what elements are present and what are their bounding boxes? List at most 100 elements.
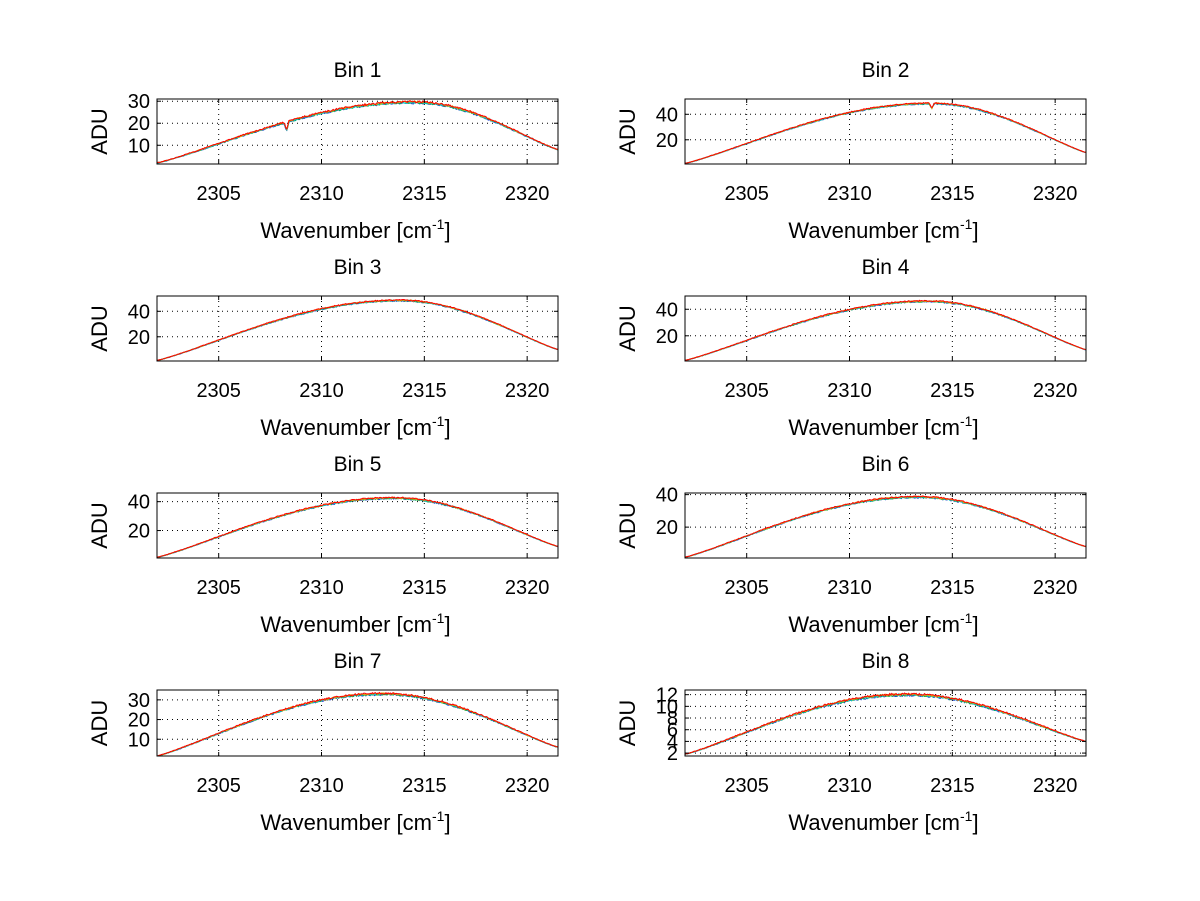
y-tick-label: 6 [667, 720, 678, 742]
x-tick-label: 2315 [402, 183, 447, 205]
x-axis-label-prefix: Wavenumber [cm [788, 415, 960, 440]
y-tick-label: 30 [128, 690, 150, 712]
y-tick-label: 8 [667, 708, 678, 730]
x-axis-label: Wavenumber [cm-1] [260, 216, 450, 243]
x-axis-label: Wavenumber [cm-1] [260, 610, 450, 637]
series-line [684, 495, 1087, 558]
x-tick-label: 2310 [827, 380, 872, 402]
x-axis-label-superscript: -1 [432, 413, 445, 429]
x-tick-label: 2305 [196, 380, 241, 402]
y-axis-label: ADU [87, 305, 112, 351]
x-tick-label: 2305 [724, 577, 769, 599]
x-tick-label: 2305 [724, 775, 769, 797]
x-tick-label: 2320 [505, 183, 550, 205]
series-line [156, 298, 559, 361]
y-tick-label: 10 [128, 135, 150, 157]
axes-box [156, 295, 559, 362]
x-axis-label-suffix: ] [444, 612, 450, 637]
y-axis-label: ADU [87, 700, 112, 746]
x-axis-label-prefix: Wavenumber [cm [260, 415, 432, 440]
x-tick-label: 2320 [505, 577, 550, 599]
x-tick-label: 2315 [930, 577, 975, 599]
x-tick-label: 2320 [1033, 775, 1078, 797]
x-axis-label-suffix: ] [972, 218, 978, 243]
y-axis-label: ADU [615, 700, 640, 746]
x-tick-label: 2305 [196, 183, 241, 205]
x-tick-label: 2315 [930, 775, 975, 797]
x-axis-label: Wavenumber [cm-1] [260, 413, 450, 440]
x-tick-label: 2320 [505, 380, 550, 402]
x-axis-label-suffix: ] [444, 218, 450, 243]
x-axis-label-suffix: ] [444, 415, 450, 440]
x-tick-label: 2315 [930, 380, 975, 402]
x-tick-label: 2310 [299, 183, 344, 205]
y-axis-label: ADU [615, 502, 640, 548]
axes-box [684, 492, 1087, 559]
x-tick-label: 2310 [299, 577, 344, 599]
y-tick-label: 40 [656, 299, 678, 321]
x-tick-label: 2305 [724, 380, 769, 402]
x-axis-label-prefix: Wavenumber [cm [260, 612, 432, 637]
x-axis-label-prefix: Wavenumber [cm [788, 810, 960, 835]
subplot-title: Bin 1 [334, 59, 382, 82]
y-tick-label: 20 [128, 521, 150, 543]
subplot-bin-2: 2305 2310 2315 2320 20 40 Bin 2 Wavenumber [cm-… [615, 59, 1087, 243]
x-axis-label-superscript: -1 [432, 216, 445, 232]
x-tick-label: 2315 [402, 775, 447, 797]
axes-box [156, 98, 559, 165]
axes-box [156, 492, 559, 559]
x-axis-label-suffix: ] [972, 810, 978, 835]
y-tick-label: 20 [128, 327, 150, 349]
series-line [684, 101, 1087, 164]
subplot-bin-5: 2305 2310 2315 2320 20 40 Bin 5 Wavenumber [cm-… [87, 453, 559, 637]
y-axis-label: ADU [615, 305, 640, 351]
x-axis-label-superscript: -1 [960, 808, 973, 824]
axes-box [156, 689, 559, 757]
x-axis-label-prefix: Wavenumber [cm [788, 218, 960, 243]
subplot-title: Bin 8 [862, 650, 910, 673]
x-axis-label-suffix: ] [972, 415, 978, 440]
axes-box [684, 689, 1087, 757]
x-tick-label: 2320 [1033, 577, 1078, 599]
y-tick-label: 40 [656, 485, 678, 507]
subplot-title: Bin 7 [334, 650, 382, 673]
subplot-title: Bin 5 [334, 453, 382, 476]
subplot-title: Bin 6 [862, 453, 910, 476]
y-tick-label: 20 [128, 113, 150, 135]
series-line [156, 691, 559, 757]
series-line [684, 299, 1087, 361]
x-axis-label-prefix: Wavenumber [cm [788, 612, 960, 637]
subplot-bin-4: 2305 2310 2315 2320 20 40 Bin 4 Wavenumber [cm-… [615, 256, 1087, 440]
x-axis-label: Wavenumber [cm-1] [260, 808, 450, 835]
y-tick-label: 40 [128, 301, 150, 323]
y-tick-label: 10 [128, 729, 150, 751]
x-axis-label-superscript: -1 [432, 610, 445, 626]
x-axis-label: Wavenumber [cm-1] [788, 808, 978, 835]
x-tick-label: 2320 [1033, 380, 1078, 402]
y-tick-label: 30 [128, 91, 150, 113]
x-axis-label-prefix: Wavenumber [cm [260, 810, 432, 835]
y-tick-label: 40 [656, 104, 678, 126]
subplot-title: Bin 2 [862, 59, 910, 82]
x-axis-label-suffix: ] [972, 612, 978, 637]
x-axis-label: Wavenumber [cm-1] [788, 610, 978, 637]
x-tick-label: 2310 [827, 775, 872, 797]
subplot-title: Bin 4 [862, 256, 910, 279]
x-tick-label: 2310 [299, 775, 344, 797]
axes-box [684, 98, 1087, 165]
x-tick-label: 2320 [505, 775, 550, 797]
subplot-bin-3: 2305 2310 2315 2320 20 40 Bin 3 Wavenumber [cm-… [87, 256, 559, 440]
x-axis-label: Wavenumber [cm-1] [788, 216, 978, 243]
y-tick-label: 20 [656, 130, 678, 152]
x-tick-label: 2320 [1033, 183, 1078, 205]
series-line [156, 496, 559, 558]
y-tick-label: 10 [656, 696, 678, 718]
y-axis-label: ADU [87, 502, 112, 548]
series-line [684, 692, 1087, 755]
